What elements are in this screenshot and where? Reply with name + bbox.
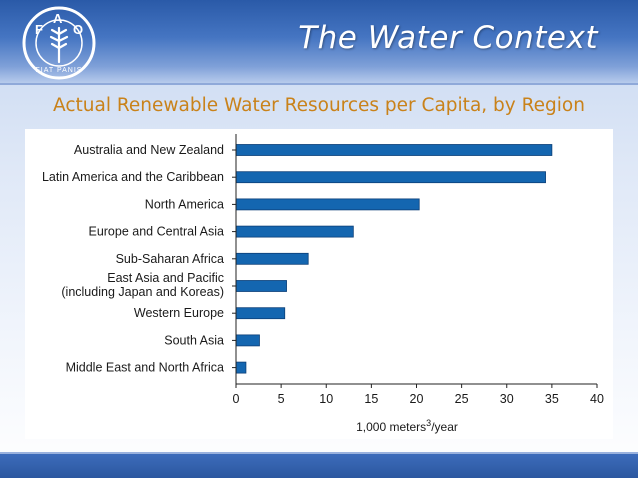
category-label: North America: [145, 197, 224, 211]
x-tick-label: 25: [455, 392, 469, 406]
x-tick-label: 5: [278, 392, 285, 406]
chart-panel: Australia and New Zealand Latin America a…: [25, 129, 613, 439]
category-label: Sub-Saharan Africa: [116, 252, 224, 266]
slide-footer: [0, 454, 638, 478]
category-label: Middle East and North Africa: [66, 361, 224, 375]
bar-chart: Australia and New Zealand Latin America a…: [42, 134, 604, 434]
svg-text:F: F: [35, 22, 43, 37]
slide-title: The Water Context: [298, 20, 598, 56]
bar-3: [235, 225, 354, 238]
category-label: Latin America and the Caribbean: [42, 170, 224, 184]
fao-logo-icon: F A O FIAT PANIS: [22, 6, 96, 80]
category-label: East Asia and Pacific (including Japan an…: [61, 271, 224, 299]
category-label: Europe and Central Asia: [88, 225, 224, 239]
slide-header: [0, 0, 638, 83]
header-divider: [0, 83, 638, 85]
bar-8: [235, 361, 247, 374]
x-tick-label: 10: [319, 392, 333, 406]
chart-subtitle: Actual Renewable Water Resources per Cap…: [53, 95, 585, 116]
footer-divider: [0, 452, 638, 454]
bar-2: [235, 198, 420, 211]
svg-text:A: A: [53, 11, 63, 26]
x-tick-label: 35: [545, 392, 559, 406]
bar-4: [235, 252, 309, 265]
bar-7: [235, 334, 260, 347]
x-tick-label: 15: [364, 392, 378, 406]
category-label: Western Europe: [134, 306, 224, 320]
svg-text:O: O: [73, 22, 83, 37]
bar-0: [235, 144, 553, 156]
bar-5: [235, 280, 287, 292]
x-tick-label: 30: [500, 392, 514, 406]
category-label: South Asia: [164, 333, 224, 347]
x-tick-label: 40: [590, 392, 604, 406]
x-tick-label: 20: [410, 392, 424, 406]
x-axis-label: 1,000 meters3/year: [356, 418, 458, 434]
category-label: Australia and New Zealand: [74, 143, 224, 157]
svg-text:FIAT PANIS: FIAT PANIS: [36, 67, 83, 74]
bar-6: [235, 307, 286, 320]
x-tick-label: 0: [233, 392, 240, 406]
bar-1: [235, 171, 546, 184]
